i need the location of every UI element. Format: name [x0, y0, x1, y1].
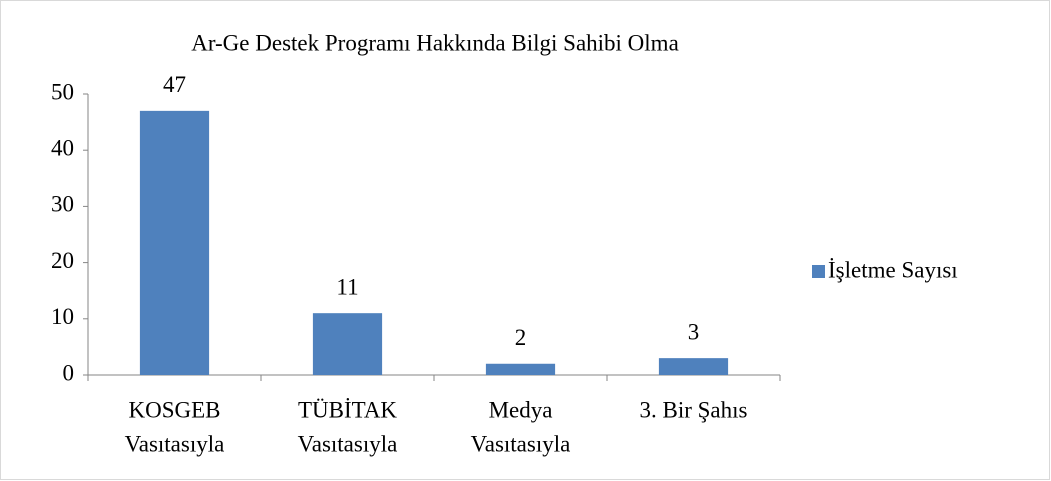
y-tick-label: 30 [51, 192, 74, 217]
data-label: 47 [163, 72, 186, 97]
x-tick-label: Vasıtasıyla [298, 431, 398, 456]
bar [312, 313, 383, 375]
bar [139, 110, 210, 376]
bar [485, 363, 556, 375]
x-tick-label: KOSGEB [128, 397, 220, 422]
x-tick-label: TÜBİTAK [298, 397, 397, 422]
x-tick-label: Vasıtasıyla [125, 431, 225, 456]
legend-label: İşletme Sayısı [828, 257, 958, 282]
y-tick-label: 10 [51, 304, 74, 329]
y-tick-label: 0 [63, 360, 75, 385]
x-tick-label: 3. Bir Şahıs [640, 397, 748, 422]
legend-swatch [812, 265, 825, 278]
x-tick-label: Medya [489, 397, 553, 422]
y-tick-label: 40 [51, 135, 74, 160]
data-label: 11 [336, 274, 358, 299]
data-label: 3 [688, 319, 700, 344]
chart-title: Ar-Ge Destek Programı Hakkında Bilgi Sah… [191, 30, 679, 55]
bar [658, 358, 729, 375]
data-label: 2 [515, 325, 527, 350]
x-tick-label: Vasıtasıyla [471, 431, 571, 456]
y-tick-label: 20 [51, 248, 74, 273]
y-tick-label: 50 [51, 79, 74, 104]
